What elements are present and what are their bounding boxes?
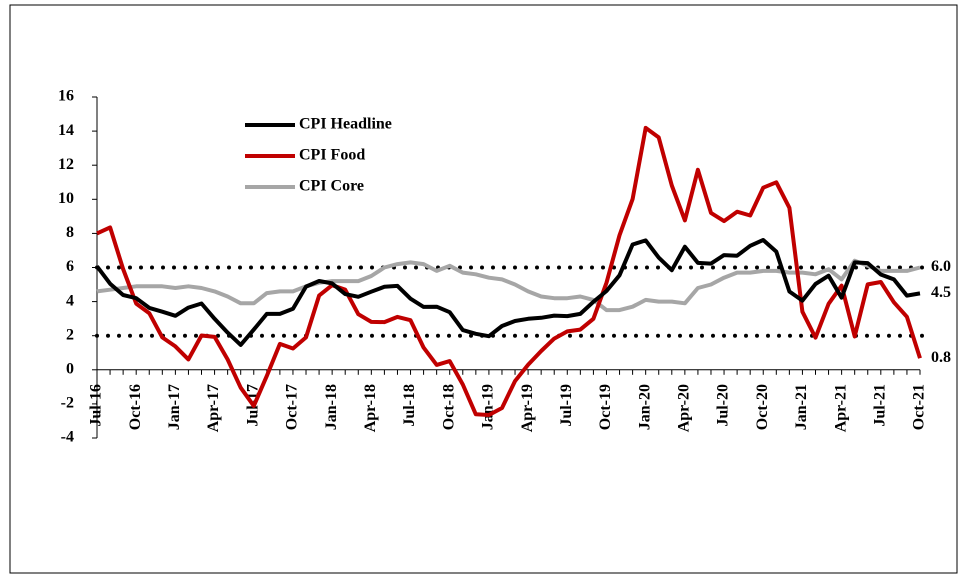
x-tick-label: Jul-19: [558, 384, 575, 427]
y-tick-label: 2: [66, 326, 74, 343]
y-tick-label: 12: [58, 156, 74, 173]
end-label: 6.0: [931, 258, 951, 275]
legend-label: CPI Core: [299, 178, 364, 195]
series-line: [95, 238, 921, 347]
x-tick-label: Jul-21: [871, 384, 888, 427]
y-tick-label: 8: [66, 224, 74, 241]
y-tick-label: -4: [61, 429, 74, 446]
x-tick-label: Jul-16: [88, 384, 105, 427]
x-tick-label: Apr-19: [519, 384, 536, 432]
x-tick-label: Apr-18: [362, 384, 379, 432]
y-tick-label: 6: [66, 258, 74, 275]
frame: [9, 4, 958, 574]
series-line: [96, 125, 922, 417]
x-tick-label: Oct-16: [127, 384, 144, 430]
x-tick-label: Apr-21: [832, 384, 849, 432]
x-tick-label: Jan-20: [636, 384, 653, 430]
x-tick-label: Jan-17: [166, 384, 183, 430]
x-tick-label: Apr-20: [676, 384, 693, 432]
x-tick-label: Oct-21: [911, 384, 928, 430]
y-tick-label: -2: [61, 395, 74, 412]
x-tick-label: Jan-19: [480, 384, 497, 430]
x-tick-label: Oct-19: [597, 384, 614, 430]
x-tick-label: Oct-18: [440, 384, 457, 430]
x-tick-label: Oct-17: [284, 384, 301, 430]
x-tick-label: Jul-18: [401, 384, 418, 427]
x-tick-label: Jan-18: [323, 384, 340, 430]
x-tick-label: Oct-20: [754, 384, 771, 430]
y-tick-label: 10: [58, 190, 74, 207]
x-tick-label: Jan-21: [793, 384, 810, 430]
y-tick-label: 16: [58, 88, 74, 105]
end-label: 4.5: [931, 284, 951, 301]
x-tick-label: Jul-20: [715, 384, 732, 427]
legend-label: CPI Food: [299, 147, 365, 164]
legend-label: CPI Headline: [299, 116, 392, 133]
end-label: 0.8: [931, 349, 951, 366]
y-tick-label: 4: [66, 292, 74, 309]
x-tick-label: Apr-17: [205, 384, 222, 432]
y-tick-label: 0: [66, 360, 74, 377]
y-tick-label: 14: [58, 122, 74, 139]
